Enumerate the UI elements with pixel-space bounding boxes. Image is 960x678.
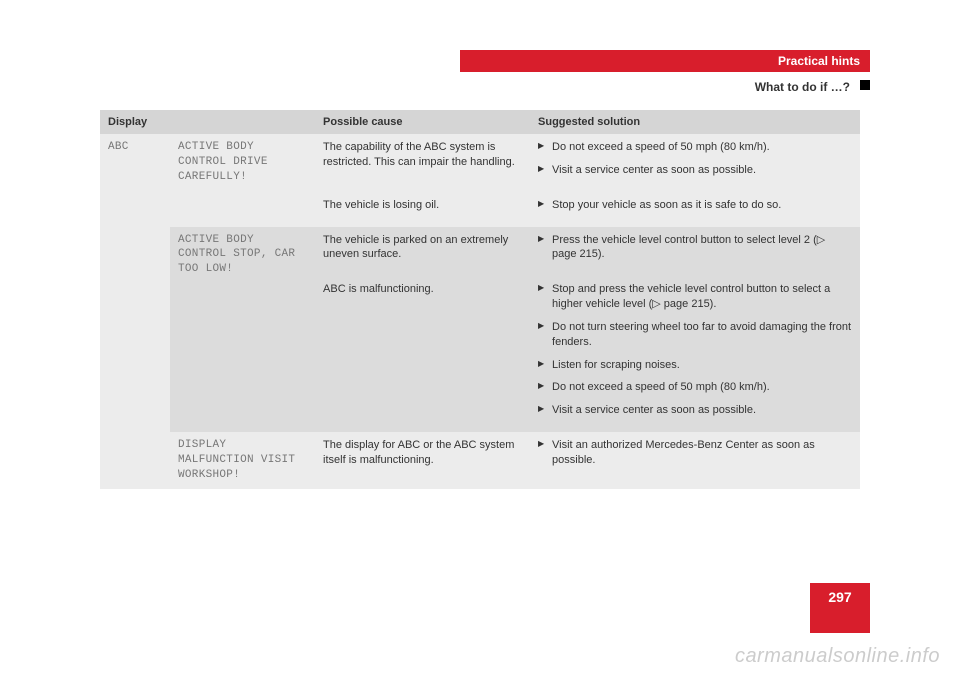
display-message-1: ACTIVE BODY CONTROL STOP, CAR TOO LOW! <box>170 227 315 433</box>
solution-item: Do not exceed a speed of 50 mph (80 km/h… <box>538 380 852 395</box>
cause-1-0: The vehicle is parked on an extremely un… <box>315 227 530 277</box>
cause-1-1: ABC is malfunctioning. <box>315 276 530 432</box>
solution-item: Visit an authorized Mercedes-Benz Center… <box>538 438 852 468</box>
solution-item: Visit a service center as soon as possib… <box>538 163 852 178</box>
page-container: Practical hints What to do if …? Display… <box>0 0 960 678</box>
solution-1-1: Stop and press the vehicle level control… <box>530 276 860 432</box>
cause-0-1: The vehicle is losing oil. <box>315 192 530 227</box>
solution-item: Stop your vehicle as soon as it is safe … <box>538 198 852 213</box>
display-message-2: DISPLAY MALFUNCTION VISIT WORKSHOP! <box>170 432 315 489</box>
display-message-0: ACTIVE BODY CONTROL DRIVE CAREFULLY! <box>170 134 315 227</box>
header-category: Practical hints <box>460 50 870 72</box>
solution-item: Stop and press the vehicle level control… <box>538 282 852 312</box>
solution-item: Press the vehicle level control button t… <box>538 233 852 263</box>
solution-item: Do not exceed a speed of 50 mph (80 km/h… <box>538 140 852 155</box>
system-label: ABC <box>100 134 170 489</box>
solution-item: Visit a service center as soon as possib… <box>538 403 852 418</box>
cause-2-0: The display for ABC or the ABC system it… <box>315 432 530 489</box>
header-section: What to do if …? <box>100 72 860 110</box>
cause-0-0: The capability of the ABC system is rest… <box>315 134 530 192</box>
page-number: 297 <box>810 583 870 633</box>
solution-0-0: Do not exceed a speed of 50 mph (80 km/h… <box>530 134 860 192</box>
watermark: carmanualsonline.info <box>735 645 940 668</box>
solution-0-1: Stop your vehicle as soon as it is safe … <box>530 192 860 227</box>
solution-2-0: Visit an authorized Mercedes-Benz Center… <box>530 432 860 489</box>
col-header-cause: Possible cause <box>315 110 530 134</box>
solution-item: Do not turn steering wheel too far to av… <box>538 320 852 350</box>
col-header-solution: Suggested solution <box>530 110 860 134</box>
col-header-display: Display <box>100 110 315 134</box>
solution-item: Listen for scraping noises. <box>538 358 852 373</box>
solution-1-0: Press the vehicle level control button t… <box>530 227 860 277</box>
troubleshooting-table: Display Possible cause Suggested solutio… <box>100 110 860 489</box>
